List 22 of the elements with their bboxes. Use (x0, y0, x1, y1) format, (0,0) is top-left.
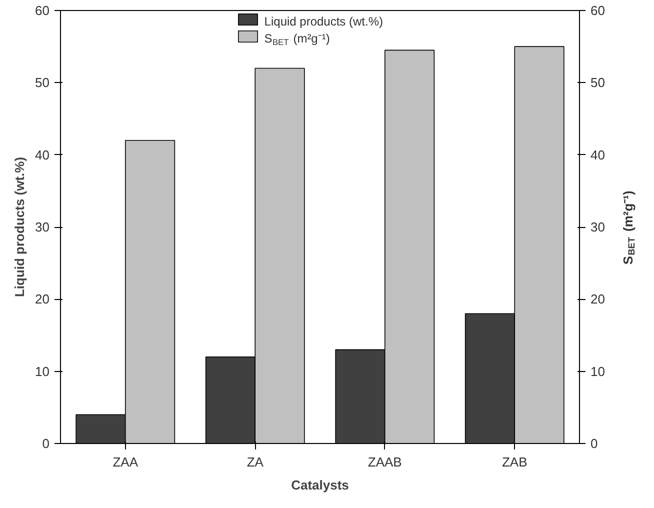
x-tick-label: ZAA (112, 454, 138, 470)
y2-tick-label: 60 (590, 3, 605, 18)
y-tick-label: 0 (42, 436, 50, 451)
y2-tick-label: 10 (590, 364, 605, 379)
x-tick-label: ZA (246, 454, 264, 470)
y2-tick-label: 30 (590, 220, 605, 234)
legend-label: Liquid products (wt.%) (264, 14, 384, 28)
x-tick-label: ZAAB (368, 454, 402, 470)
y2-tick-label: 0 (590, 436, 598, 451)
y-tick-label: 30 (35, 220, 50, 234)
y-tick-label: 40 (35, 147, 50, 162)
y2-tick-label: 50 (590, 75, 605, 90)
y2-tick-label: 40 (590, 147, 605, 162)
y-tick-label: 10 (35, 364, 50, 379)
y-tick-label: 60 (35, 3, 50, 18)
x-axis-title: Catalysts (291, 478, 349, 492)
y2-tick-label: 20 (590, 292, 605, 307)
y2-axis-title: SBET (m²g⁻¹) (620, 190, 637, 265)
y-tick-label: 20 (35, 292, 50, 307)
y-axis-title: Liquid products (wt.%) (12, 156, 28, 298)
y-tick-label: 50 (35, 75, 50, 90)
x-tick-label: ZAB (502, 454, 528, 470)
